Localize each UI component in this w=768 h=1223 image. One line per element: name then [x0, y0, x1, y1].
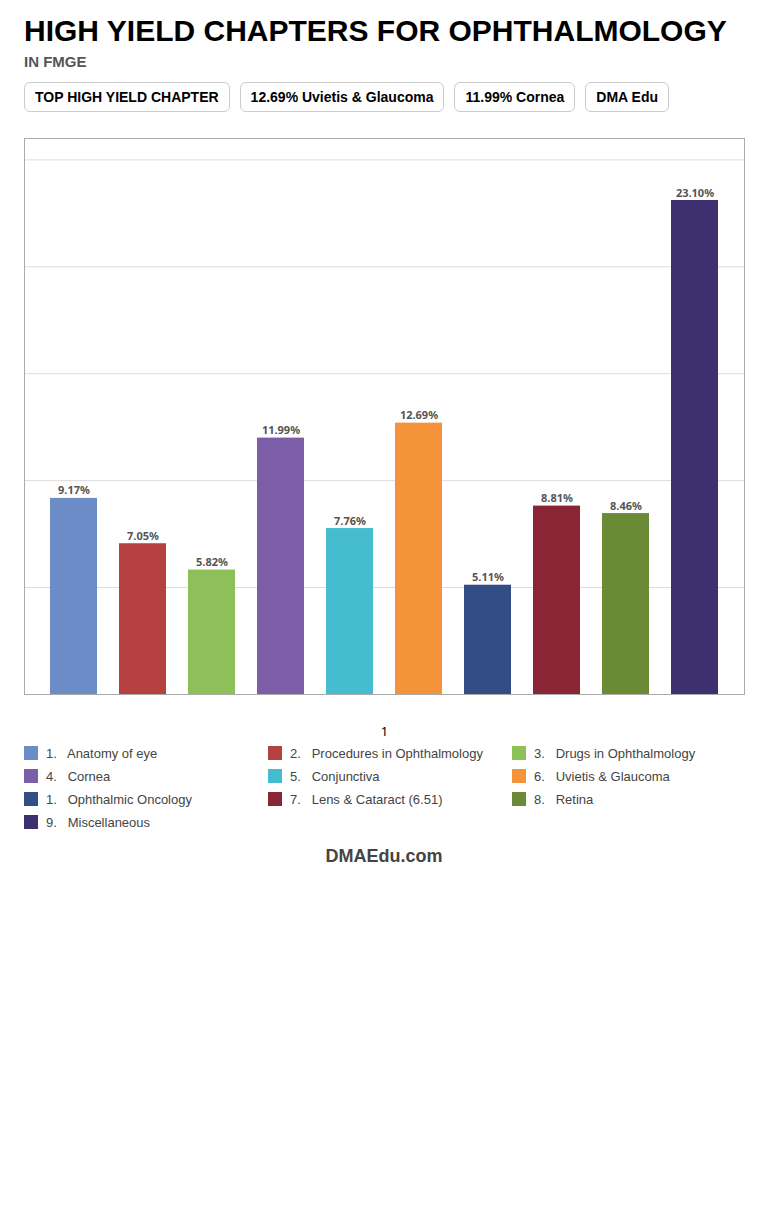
- html-text:1. Anatomy of eye: 1. Anatomy of eye: [46, 745, 158, 761]
- html-text:7. Lens & Cataract (6.51): 7. Lens & Cataract (6.51): [290, 791, 443, 807]
- svg-text:8.46%: 8.46%: [610, 497, 642, 512]
- svg-text:5.11%: 5.11%: [472, 569, 504, 584]
- html-text:HIGH YIELD CHAPTERS FOR OPHTHA: HIGH YIELD CHAPTERS FOR OPHTHALMOLOGY: [24, 14, 727, 47]
- svg-text:12.69%: 12.69%: [400, 407, 438, 422]
- svg-text:9.17%: 9.17%: [58, 482, 90, 497]
- html-text:1. Ophthalmic Oncology: 1. Ophthalmic Oncology: [46, 791, 192, 807]
- html-text:4. Cornea: 4. Cornea: [46, 768, 111, 784]
- html-text:DMAEdu.com: DMAEdu.com: [325, 845, 443, 866]
- html-text:12.69% Uvietis & Glaucoma: 12.69% Uvietis & Glaucoma: [250, 88, 434, 105]
- svg-text:11.99%: 11.99%: [262, 422, 300, 437]
- html-text:IN FMGE: IN FMGE: [24, 52, 87, 70]
- html-text:6. Uvietis & Glaucoma: 6. Uvietis & Glaucoma: [534, 768, 670, 784]
- svg-text:7.76%: 7.76%: [334, 512, 366, 527]
- svg-text:1: 1: [381, 721, 388, 738]
- html-text:3. Drugs in Ophthalmology: 3. Drugs in Ophthalmology: [534, 745, 696, 761]
- html-text:DMA Edu: DMA Edu: [596, 88, 658, 105]
- svg-text:5.82%: 5.82%: [196, 554, 228, 569]
- html-text:TOP HIGH YIELD CHAPTER: TOP HIGH YIELD CHAPTER: [35, 88, 219, 105]
- html-text:8. Retina: 8. Retina: [534, 791, 594, 807]
- html-text:5. Conjunctiva: 5. Conjunctiva: [290, 768, 380, 784]
- html-text:2. Procedures in Ophthalmology: 2. Procedures in Ophthalmology: [290, 745, 483, 761]
- svg-text:23.10%: 23.10%: [676, 184, 714, 199]
- html-text:11.99% Cornea: 11.99% Cornea: [465, 88, 565, 105]
- svg-text:7.05%: 7.05%: [127, 527, 159, 542]
- html-text:9. Miscellaneous: 9. Miscellaneous: [46, 814, 151, 830]
- svg-text:8.81%: 8.81%: [541, 490, 573, 505]
